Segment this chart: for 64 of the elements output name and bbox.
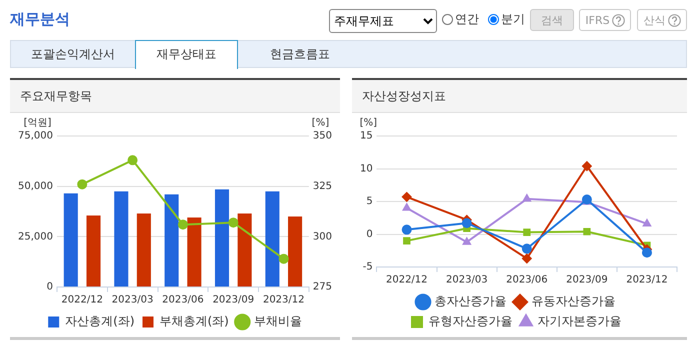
x-tick-label: 2023/03 xyxy=(446,274,488,286)
x-tick-label: 2023/06 xyxy=(506,274,548,286)
point xyxy=(522,194,532,202)
x-tick-label: 2023/12 xyxy=(626,274,668,286)
text: 분기 xyxy=(501,11,525,28)
text: 재무분석 xyxy=(10,10,70,29)
text: 포괄손익계산서 xyxy=(30,46,116,63)
text: 연간 xyxy=(455,11,479,28)
legend-label: 자산총계(좌) xyxy=(65,314,135,328)
point xyxy=(403,237,410,244)
x-tick-label: 2023/09 xyxy=(212,294,254,306)
text: 현금흐름표 xyxy=(269,46,331,63)
text: 재무상태표 xyxy=(135,40,238,69)
x-tick-label: 2023/12 xyxy=(262,294,304,306)
y-tick-label: 15 xyxy=(360,130,373,142)
point xyxy=(462,237,472,245)
point xyxy=(642,248,652,258)
y2-tick-label: 325 xyxy=(312,180,332,192)
point xyxy=(178,220,188,230)
point xyxy=(278,254,289,264)
y-tick-label: 5 xyxy=(366,196,373,208)
text: 주재무제표 xyxy=(329,9,437,33)
x-tick-label: 2022/12 xyxy=(61,294,103,306)
text: IFRS xyxy=(585,14,610,26)
chart-title: 자산성장성지표 xyxy=(352,80,687,113)
point xyxy=(402,224,412,235)
y-tick-label: 10 xyxy=(360,163,373,174)
point xyxy=(642,218,652,227)
x-tick-label: 2022/12 xyxy=(386,274,428,286)
y2-tick-label: 275 xyxy=(312,282,332,293)
y-tick-label: 50,000 xyxy=(18,180,53,192)
y2-axis-title: [%] xyxy=(312,118,330,129)
legend-label: 유동자산증가율 xyxy=(532,294,616,308)
point xyxy=(402,192,412,202)
x-tick-label: 2023/03 xyxy=(112,294,154,306)
y-tick-label: 25,000 xyxy=(18,231,53,242)
y2-tick-label: 300 xyxy=(312,231,332,242)
y-tick-label: 0 xyxy=(46,282,53,293)
x-tick-label: 2023/09 xyxy=(566,274,608,286)
legend-label: 총자산증가율 xyxy=(434,294,506,308)
y-tick-label: 0 xyxy=(366,228,373,240)
point xyxy=(523,228,531,236)
legend-label: 부채총계(좌) xyxy=(160,314,229,328)
point xyxy=(228,218,238,228)
y2-tick-label: 350 xyxy=(312,130,332,142)
y-axis-title: [%] xyxy=(360,118,378,129)
point xyxy=(522,244,532,254)
point xyxy=(462,218,472,228)
point xyxy=(128,155,138,166)
chart-title: 주요재무항목 xyxy=(10,80,340,113)
y-tick-label: -5 xyxy=(362,262,373,273)
legend-label: 부채비율 xyxy=(254,314,302,328)
point xyxy=(583,228,591,236)
y-tick-label: 75,000 xyxy=(18,130,53,142)
text: 검색 xyxy=(541,12,563,28)
y-axis-title: [억원] xyxy=(24,118,52,129)
legend-label: 자기자본증가율 xyxy=(538,314,622,328)
point xyxy=(77,179,88,190)
legend-label: 유형자산증가율 xyxy=(428,314,512,328)
x-tick-label: 2023/06 xyxy=(162,294,204,306)
point xyxy=(522,253,532,264)
point xyxy=(402,203,412,211)
point xyxy=(582,161,592,172)
text: 산식 xyxy=(644,12,666,28)
